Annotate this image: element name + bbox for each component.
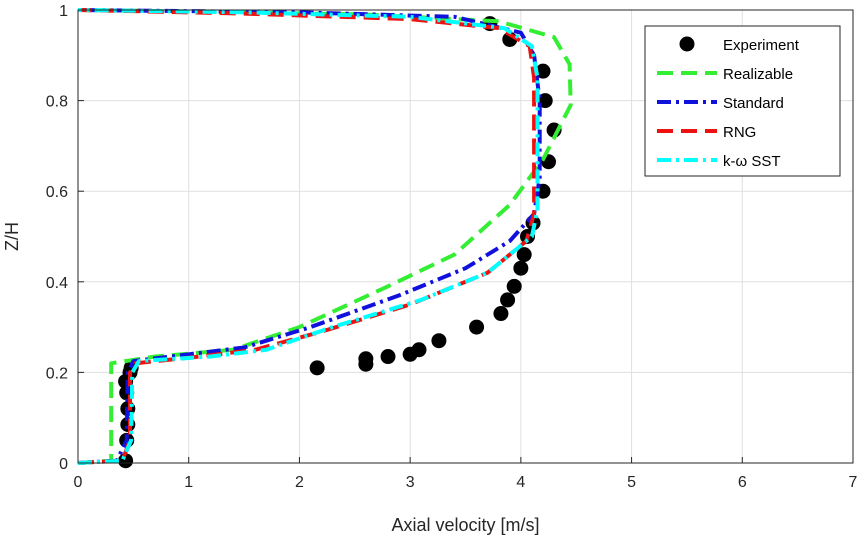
y-tick-label: 0 bbox=[59, 456, 68, 473]
data-point bbox=[493, 306, 509, 322]
data-point bbox=[309, 360, 325, 376]
x-tick-label: 0 bbox=[74, 474, 83, 491]
series-line bbox=[77, 8, 542, 465]
x-tick-label: 1 bbox=[184, 474, 193, 491]
y-tick-label: 0.2 bbox=[46, 365, 68, 382]
series-layer bbox=[77, 8, 573, 469]
y-axis-label: Z/H bbox=[2, 222, 22, 251]
x-tick-label: 7 bbox=[849, 474, 858, 491]
y-tick-label: 0.6 bbox=[46, 184, 68, 201]
data-point bbox=[516, 247, 532, 263]
series-standard bbox=[77, 8, 542, 465]
series-k-sst bbox=[77, 8, 540, 465]
x-tick-label: 5 bbox=[627, 474, 636, 491]
x-tick-label: 3 bbox=[406, 474, 415, 491]
data-point bbox=[535, 63, 551, 79]
legend-marker bbox=[679, 36, 695, 52]
data-point bbox=[506, 278, 522, 294]
data-point bbox=[411, 342, 427, 358]
legend: Experiment Realizable Standard RNG k-ω SST bbox=[644, 25, 841, 177]
legend-label: Realizable bbox=[723, 66, 793, 83]
axes bbox=[77, 9, 854, 464]
legend-item: k-ω SST bbox=[657, 153, 781, 170]
legend-label: k-ω SST bbox=[723, 153, 781, 170]
series-line bbox=[77, 8, 540, 465]
legend-label: RNG bbox=[723, 124, 756, 141]
data-point bbox=[358, 351, 374, 367]
legend-item: Experiment bbox=[679, 36, 800, 54]
x-tick-label: 2 bbox=[295, 474, 304, 491]
data-point bbox=[469, 319, 485, 335]
legend-item: RNG bbox=[657, 124, 756, 141]
data-point bbox=[513, 260, 529, 276]
legend-label: Experiment bbox=[723, 37, 800, 54]
y-tick-label: 0.8 bbox=[46, 94, 68, 111]
x-axis-label: Axial velocity [m/s] bbox=[391, 515, 539, 535]
tick-labels: 0 1 2 3 4 5 6 7 0 0.2 0.4 0.6 0.8 1 bbox=[46, 3, 858, 491]
plot-frame bbox=[77, 9, 854, 464]
x-tick-label: 4 bbox=[516, 474, 525, 491]
data-point bbox=[380, 349, 396, 365]
legend-item: Standard bbox=[657, 95, 784, 112]
legend-label: Standard bbox=[723, 95, 784, 112]
x-tick-label: 6 bbox=[738, 474, 747, 491]
legend-item: Realizable bbox=[657, 66, 793, 83]
y-tick-label: 1 bbox=[59, 3, 68, 20]
data-point bbox=[431, 333, 447, 349]
data-point bbox=[500, 292, 516, 308]
y-tick-label: 0.4 bbox=[46, 275, 68, 292]
